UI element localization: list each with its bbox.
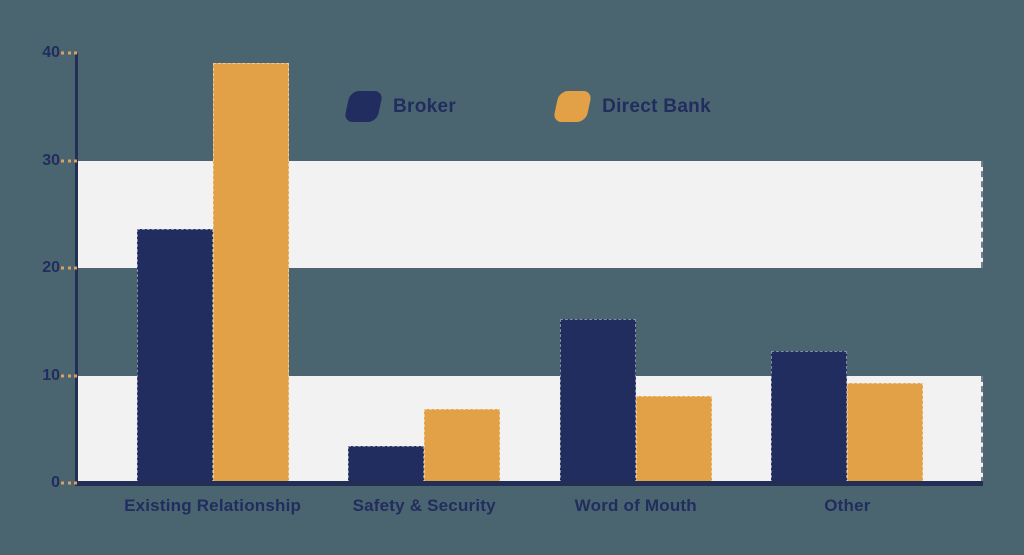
y-tick-label: 30 [42, 151, 60, 169]
legend-swatch-direct-bank [552, 91, 593, 122]
category-label: Safety & Security [352, 496, 496, 515]
category-label: Existing Relationship [124, 496, 302, 515]
y-tick-mark [61, 51, 77, 55]
legend-swatch-broker [343, 91, 384, 122]
legend-item-broker: Broker [343, 91, 457, 122]
bar-direct-bank [847, 383, 924, 483]
bar-groups: Existing Relationship Safety & Security Wo… [77, 53, 983, 515]
category-label: Other [824, 496, 871, 515]
bar-group: Existing Relationship [124, 53, 301, 515]
y-tick-mark [61, 481, 77, 485]
bar-broker [559, 318, 636, 483]
legend-label-broker: Broker [393, 95, 457, 117]
y-tick-mark [61, 159, 77, 162]
y-tick-label: 10 [42, 366, 60, 384]
legend: Broker Direct Bank [343, 91, 711, 122]
plot-area: Existing Relationship Safety & Security Wo… [77, 53, 983, 515]
bar-broker [136, 229, 213, 483]
y-tick-label: 0 [51, 474, 60, 491]
legend-label-direct-bank: Direct Bank [602, 95, 711, 117]
y-tick-mark [61, 374, 77, 377]
y-axis-line [75, 53, 78, 486]
y-tick-label: 20 [42, 259, 60, 276]
bar-direct-bank [635, 395, 712, 483]
y-tick-label: 40 [42, 44, 60, 61]
bar-direct-bank [424, 408, 501, 483]
bar-group: Other [771, 53, 924, 515]
y-tick-mark [61, 266, 77, 270]
bar-broker [348, 446, 425, 483]
bar-broker [771, 350, 848, 483]
bar-group: Safety & Security [348, 53, 501, 515]
x-axis-line [75, 481, 983, 486]
bar-group: Word of Mouth [559, 53, 712, 515]
category-label: Word of Mouth [574, 496, 697, 515]
bar-direct-bank [212, 62, 289, 483]
legend-item-direct-bank: Direct Bank [552, 91, 711, 122]
